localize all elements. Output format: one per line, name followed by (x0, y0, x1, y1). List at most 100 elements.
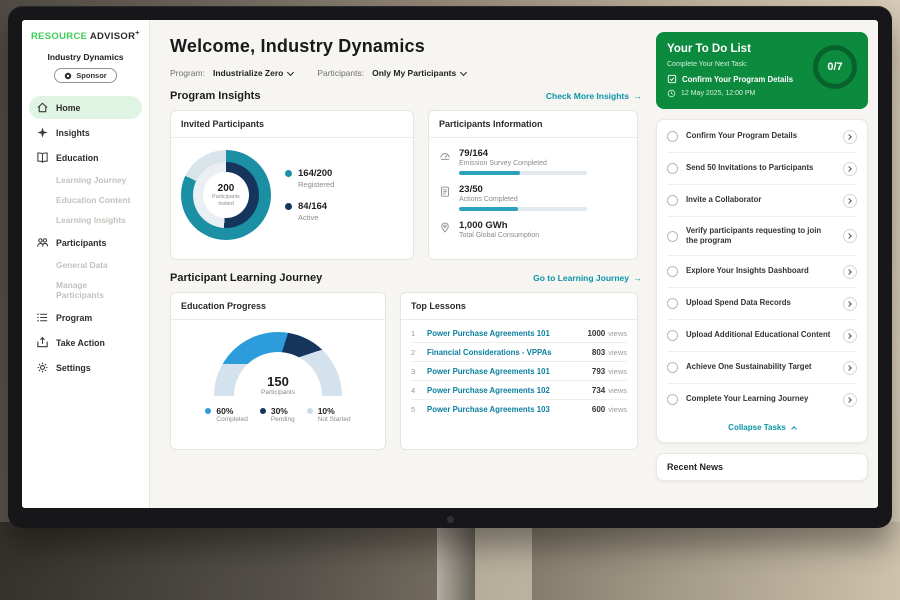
chevron-down-icon (287, 68, 295, 76)
todo-datetime: 12 May 2025, 12:00 PM (667, 89, 857, 98)
legend-label: Registered (298, 180, 335, 189)
chevron-right-icon (846, 268, 852, 275)
task-open-button[interactable] (843, 360, 857, 375)
program-filter-label: Program: (170, 68, 205, 78)
task-open-button[interactable] (843, 193, 857, 208)
sidebar-item-participants[interactable]: Participants (29, 231, 142, 254)
todo-task-item[interactable]: Send 50 Invitations to Participants (667, 153, 857, 185)
monitor-logo (447, 516, 454, 523)
todo-task-item[interactable]: Achieve One Sustainability Target (667, 352, 857, 385)
sidebar-item-insights[interactable]: Insights (29, 121, 142, 144)
todo-task-item[interactable]: Upload Additional Educational Content (667, 320, 857, 353)
section-title: Program Insights (170, 90, 261, 102)
collapse-tasks-button[interactable]: Collapse Tasks (667, 415, 857, 441)
sidebar-item-label: Home (56, 102, 81, 113)
todo-task-item[interactable]: Explore Your Insights Dashboard (667, 256, 857, 289)
task-open-button[interactable] (843, 161, 857, 176)
task-open-button[interactable] (843, 328, 857, 343)
clock-icon (667, 89, 676, 98)
sidebar-item-label: Participants (56, 237, 107, 248)
stat-label: Emission Survey Completed (459, 160, 547, 167)
learning-journey-header: Participant Learning Journey Go to Learn… (170, 272, 642, 284)
lesson-row: 5 Power Purchase Agreements 103 600 views (411, 400, 627, 418)
todo-task-item[interactable]: Upload Spend Data Records (667, 288, 857, 321)
lesson-link[interactable]: Power Purchase Agreements 101 (427, 366, 550, 376)
lesson-views: 600 views (591, 404, 627, 414)
section-title: Participant Learning Journey (170, 272, 323, 284)
task-checkbox[interactable] (667, 298, 678, 310)
progress-track (459, 171, 587, 175)
sidebar-item-general-data[interactable]: General Data (56, 260, 108, 271)
task-checkbox[interactable] (667, 330, 678, 342)
sidebar-item-settings[interactable]: Settings (29, 356, 142, 379)
sidebar-item-take-action[interactable]: Take Action (29, 331, 142, 354)
program-insights-header: Program Insights Check More Insights → (170, 90, 642, 102)
task-open-button[interactable] (843, 229, 857, 244)
page-title: Welcome, Industry Dynamics (170, 36, 425, 56)
todo-task-item[interactable]: Complete Your Learning Journey (667, 384, 857, 415)
todo-task-item[interactable]: Invite a Collaborator (667, 185, 857, 217)
task-checkbox[interactable] (667, 362, 678, 374)
sponsor-badge: Sponsor (54, 68, 117, 84)
todo-next-task[interactable]: Confirm Your Program Details (667, 74, 812, 84)
go-to-learning-journey-link[interactable]: Go to Learning Journey → (533, 273, 642, 283)
task-checkbox[interactable] (667, 394, 678, 406)
lesson-link[interactable]: Financial Considerations - VPPAs (427, 347, 552, 357)
participants-filter-dropdown[interactable]: Only My Participants (372, 68, 468, 78)
arrow-right-icon: → (633, 273, 642, 283)
gauge-legend: 60% Completed 30% Pending (205, 406, 351, 423)
sidebar-item-home[interactable]: Home (29, 96, 142, 120)
todo-progress-count: 0/7 (827, 61, 843, 73)
logo-plus: + (135, 30, 140, 37)
task-open-button[interactable] (843, 392, 857, 407)
stat-actions-completed: 23/50 Actions Completed (439, 184, 627, 211)
program-icon (36, 311, 49, 324)
program-filter-dropdown[interactable]: Industrialize Zero (213, 68, 295, 78)
settings-icon (36, 361, 49, 374)
lesson-views: 793 views (591, 366, 627, 376)
stat-value: 1,000 GWh (459, 220, 508, 231)
todo-subtitle: Complete Your Next Task: (667, 61, 748, 68)
progress-fill (459, 171, 521, 175)
todo-summary-card: Your To Do List Complete Your Next Task:… (656, 32, 868, 109)
recent-news-header[interactable]: Recent News (656, 453, 868, 482)
todo-task-item[interactable]: Confirm Your Program Details (667, 121, 857, 153)
legend-item: 164/200 Registered (285, 168, 334, 189)
sidebar-item-manage-participants[interactable]: Manage Participants (56, 280, 104, 301)
sidebar-item-education-content[interactable]: Education Content (56, 195, 131, 206)
task-open-button[interactable] (843, 129, 857, 144)
legend-item: 10% Not Started (306, 406, 351, 423)
task-checkbox[interactable] (667, 195, 678, 206)
lesson-rank: 5 (411, 404, 416, 414)
lesson-link[interactable]: Power Purchase Agreements 103 (427, 404, 550, 414)
sidebar-item-program[interactable]: Program (29, 306, 142, 329)
task-checkbox[interactable] (667, 266, 678, 278)
sidebar-item-learning-insights[interactable]: Learning Insights (56, 215, 126, 226)
participants-icon (36, 236, 49, 249)
todo-task-item[interactable]: Verify participants requesting to join t… (667, 217, 857, 257)
donut-legend: 164/200 Registered 84/164 Active (285, 168, 334, 222)
card-title: Education Progress (171, 293, 385, 320)
sidebar-item-education[interactable]: Education (29, 146, 142, 169)
lesson-views: 803 views (591, 347, 627, 357)
task-checkbox[interactable] (667, 230, 678, 242)
task-checkbox[interactable] (667, 163, 678, 174)
todo-title: Your To Do List (667, 43, 751, 55)
sidebar-nav: Home Insights Education Learning Journey… (29, 95, 142, 380)
task-open-button[interactable] (843, 296, 857, 311)
logo-advisor: ADVISOR (89, 31, 136, 43)
learning-cards-row: Education Progress 150 Participants (170, 292, 642, 450)
lesson-link[interactable]: Power Purchase Agreements 101 (427, 328, 550, 338)
logo-resource: RESOURCE (31, 31, 88, 43)
insights-cards-row: Invited Participants 200 Participants In… (170, 110, 642, 260)
check-more-insights-link[interactable]: Check More Insights → (545, 91, 642, 101)
lesson-row: 2 Financial Considerations - VPPAs 803 vi… (411, 343, 627, 362)
task-open-button[interactable] (843, 264, 857, 279)
legend-label: Active (298, 213, 319, 222)
lesson-link[interactable]: Power Purchase Agreements 102 (427, 385, 550, 395)
sidebar-item-learning-journey[interactable]: Learning Journey (56, 175, 127, 186)
donut-center-label: Participants Invited (212, 194, 240, 207)
stat-label: Total Global Consumption (459, 232, 540, 239)
lesson-rank: 1 (411, 328, 416, 338)
task-checkbox[interactable] (667, 131, 678, 142)
